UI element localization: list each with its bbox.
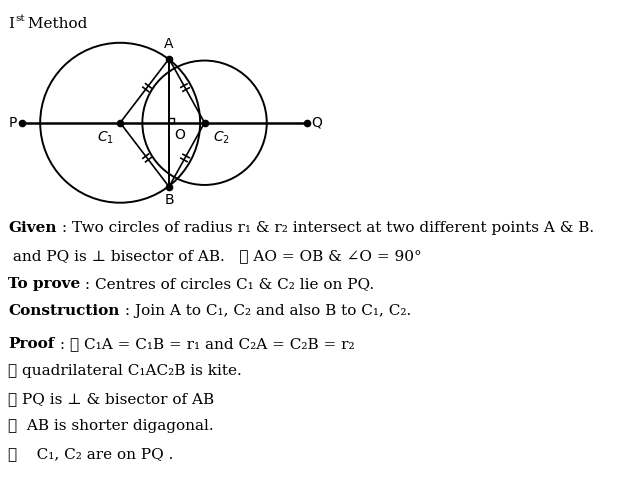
Text: : Join A to C₁, C₂ and also B to C₁, C₂.: : Join A to C₁, C₂ and also B to C₁, C₂.	[120, 304, 411, 318]
Text: A: A	[165, 37, 174, 51]
Text: Proof: Proof	[8, 337, 54, 351]
Text: To prove: To prove	[8, 277, 80, 291]
Text: B: B	[164, 193, 174, 207]
Text: Q: Q	[311, 116, 322, 130]
Text: and PQ is ⊥ bisector of AB.   ∴ AO = OB & ∠O = 90°: and PQ is ⊥ bisector of AB. ∴ AO = OB & …	[8, 249, 422, 263]
Text: ∴    C₁, C₂ are on PQ .: ∴ C₁, C₂ are on PQ .	[8, 447, 173, 461]
Text: Method: Method	[23, 17, 88, 31]
Text: $C_2$: $C_2$	[213, 130, 230, 146]
Text: $C_1$: $C_1$	[97, 130, 114, 146]
Text: Construction: Construction	[8, 304, 120, 318]
Text: ∴  AB is shorter digagonal.: ∴ AB is shorter digagonal.	[8, 419, 214, 433]
Text: : ∴ C₁A = C₁B = r₁ and C₂A = C₂B = r₂: : ∴ C₁A = C₁B = r₁ and C₂A = C₂B = r₂	[54, 337, 354, 351]
Text: st: st	[16, 14, 25, 23]
Text: : Centres of circles C₁ & C₂ lie on PQ.: : Centres of circles C₁ & C₂ lie on PQ.	[80, 277, 375, 291]
Text: : Two circles of radius r₁ & r₂ intersect at two different points A & B.: : Two circles of radius r₁ & r₂ intersec…	[57, 221, 594, 235]
Text: ∴ PQ is ⊥ & bisector of AB: ∴ PQ is ⊥ & bisector of AB	[8, 392, 215, 406]
Text: O: O	[174, 128, 185, 142]
Text: Given: Given	[8, 221, 57, 235]
Text: ∴ quadrilateral C₁AC₂B is kite.: ∴ quadrilateral C₁AC₂B is kite.	[8, 364, 242, 378]
Text: P: P	[9, 116, 17, 130]
Text: I: I	[8, 17, 14, 31]
